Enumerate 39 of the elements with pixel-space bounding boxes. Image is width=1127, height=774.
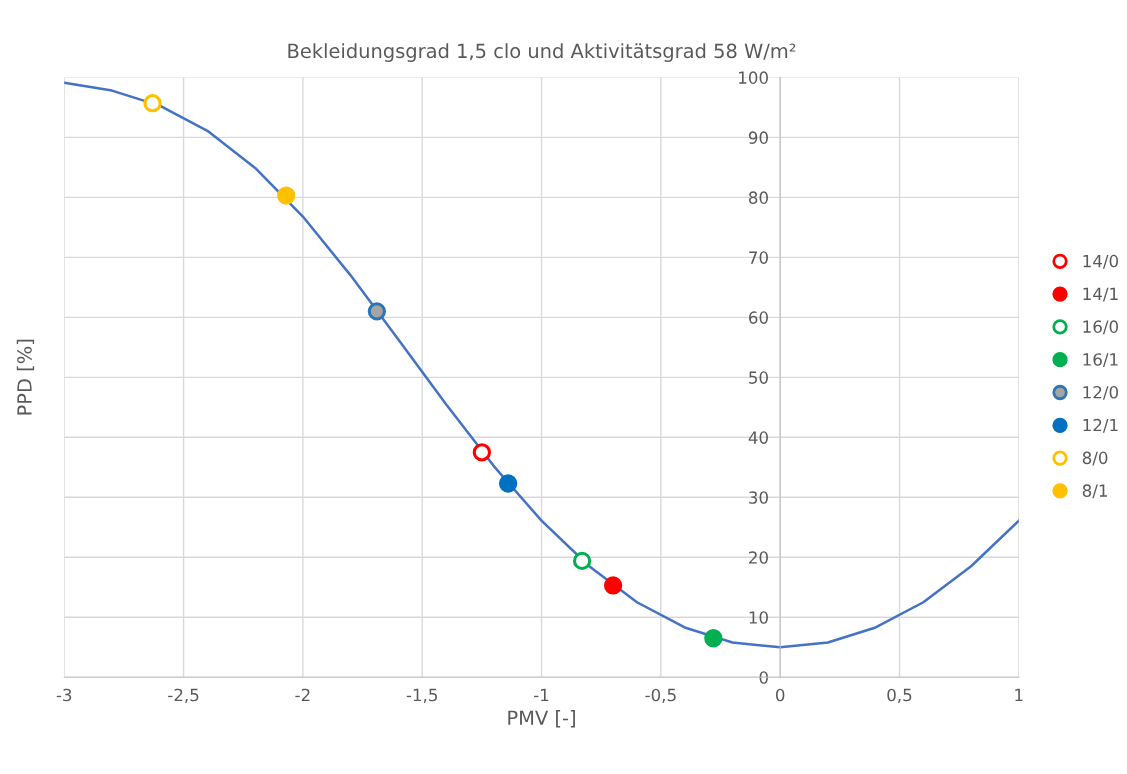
y-axis-title: PPD [%]	[16, 339, 35, 415]
x-tick-label: -1	[534, 688, 549, 702]
legend-label: 14/1	[1083, 287, 1118, 302]
x-tick-label: 0	[775, 688, 785, 702]
legend-label: 14/0	[1083, 254, 1119, 269]
legend-label: 16/1	[1083, 353, 1118, 368]
x-tick-label: -2,5	[168, 688, 199, 703]
y-tick-label: 80	[748, 191, 768, 204]
legend-label: 8/0	[1082, 451, 1108, 466]
point	[572, 551, 592, 571]
point	[472, 443, 491, 462]
y-tick-label: 90	[748, 131, 768, 144]
x-axis-title: PMV [-]	[508, 710, 575, 728]
x-tick-label: -3	[56, 688, 72, 702]
x-tick-label: 1	[1015, 688, 1023, 702]
point	[704, 629, 723, 648]
y-tick-label: 0	[759, 671, 768, 684]
y-tick-label: 70	[749, 251, 768, 264]
point	[498, 474, 518, 493]
point	[143, 94, 162, 113]
x-tick-label: -0,5	[645, 688, 676, 703]
x-tick-label: 0,5	[887, 688, 912, 703]
point	[367, 302, 386, 321]
x-tick-label: -2	[295, 688, 310, 702]
y-tick-label: 60	[749, 311, 768, 324]
x-tick-label: -1,5	[406, 688, 438, 703]
y-tick-label: 30	[749, 491, 768, 504]
y-tick-label: 50	[749, 371, 768, 384]
point	[277, 186, 296, 205]
legend-label: 12/1	[1083, 418, 1118, 433]
legend-label: 8/1	[1082, 484, 1107, 499]
y-tick-label: 100	[739, 71, 768, 84]
point	[603, 576, 623, 595]
legend-label: 12/0	[1083, 385, 1119, 400]
legend-label: 16/0	[1083, 320, 1119, 335]
y-tick-label: 20	[749, 551, 768, 564]
y-tick-label: 10	[749, 611, 768, 624]
chart-title: Bekleidungsgrad 1,5 clo und Aktivitätsgrad 58 W/m²	[288, 43, 796, 62]
y-tick-label: 40	[748, 431, 768, 444]
